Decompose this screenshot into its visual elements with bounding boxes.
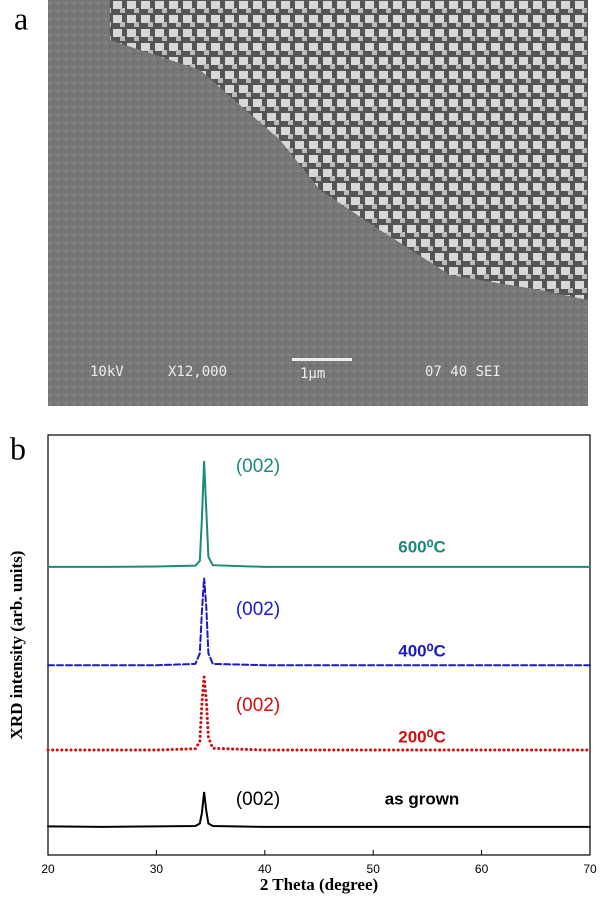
series-label: 400⁰C (398, 641, 445, 660)
plot-frame (47, 434, 591, 856)
panel-label: b (10, 430, 26, 466)
peak-label: (002) (236, 695, 280, 716)
x-tick-label: 60 (475, 862, 489, 876)
peak-label: (002) (236, 789, 280, 810)
x-axis-label: 2 Theta (degree) (260, 875, 378, 894)
peak-label: (002) (236, 599, 280, 620)
series-label: as grown (385, 789, 460, 808)
sem-label: 07 40 SEI (425, 364, 501, 380)
series-line (47, 577, 591, 667)
x-tick-label: 30 (150, 862, 164, 876)
peak-label: (002) (236, 456, 280, 477)
y-axis-label: XRD intensity (arb. units) (7, 551, 26, 740)
panel-label: a (14, 0, 28, 36)
series-label: 200⁰C (398, 727, 445, 746)
series-line (47, 791, 591, 828)
sem-label: X12,000 (168, 364, 227, 380)
series-line (46, 676, 592, 752)
x-tick-label: 40 (258, 862, 272, 876)
scale-bar (292, 358, 352, 361)
x-tick-label: 50 (367, 862, 381, 876)
sem-image (48, 0, 588, 406)
sem-label: 10kV (90, 364, 124, 380)
series-line (47, 460, 591, 568)
nanorod-film (110, 0, 588, 300)
x-tick-label: 70 (583, 862, 597, 876)
x-tick-label: 20 (41, 862, 55, 876)
sem-label: 1μm (300, 366, 325, 382)
series-label: 600⁰C (398, 537, 445, 556)
